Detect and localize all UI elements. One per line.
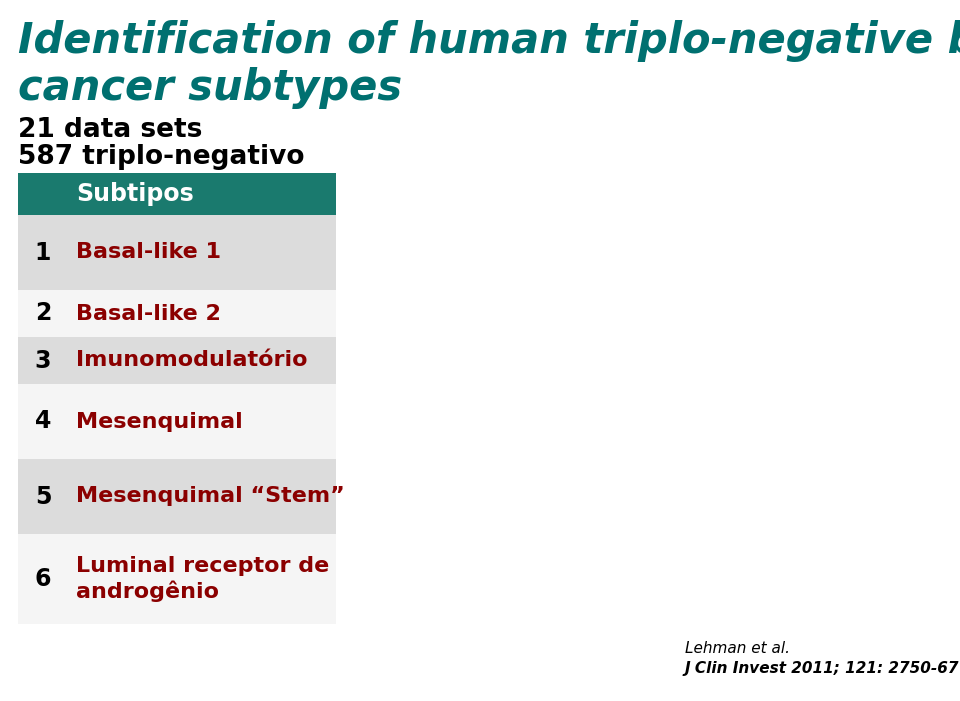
Text: 2: 2	[35, 301, 51, 325]
Text: 3: 3	[35, 348, 51, 372]
Text: 587 triplo-negativo: 587 triplo-negativo	[18, 144, 304, 170]
Text: 21 data sets: 21 data sets	[18, 117, 203, 143]
FancyBboxPatch shape	[18, 337, 336, 384]
Text: 1: 1	[35, 240, 51, 264]
Text: cancer subtypes: cancer subtypes	[18, 67, 402, 109]
Text: Luminal receptor de
androgênio: Luminal receptor de androgênio	[76, 557, 329, 601]
Text: Lehman et al.: Lehman et al.	[685, 641, 790, 656]
FancyBboxPatch shape	[18, 459, 336, 534]
Text: Identification of human triplo-negative breast: Identification of human triplo-negative …	[18, 20, 960, 62]
FancyBboxPatch shape	[18, 173, 336, 215]
Text: Basal-like 2: Basal-like 2	[76, 304, 221, 323]
FancyBboxPatch shape	[18, 290, 336, 337]
FancyBboxPatch shape	[18, 215, 336, 290]
Text: 4: 4	[35, 409, 51, 433]
Text: J Clin Invest 2011; 121: 2750-67: J Clin Invest 2011; 121: 2750-67	[685, 661, 959, 676]
Text: 6: 6	[35, 567, 51, 591]
Text: Mesenquimal “Stem”: Mesenquimal “Stem”	[76, 486, 345, 507]
FancyBboxPatch shape	[18, 534, 336, 624]
Text: Subtipos: Subtipos	[76, 182, 194, 206]
FancyBboxPatch shape	[18, 384, 336, 459]
Text: 5: 5	[35, 484, 51, 508]
Text: Basal-like 1: Basal-like 1	[76, 243, 221, 262]
Text: Imunomodulatório: Imunomodulatório	[76, 350, 307, 371]
Text: Mesenquimal: Mesenquimal	[76, 411, 243, 432]
